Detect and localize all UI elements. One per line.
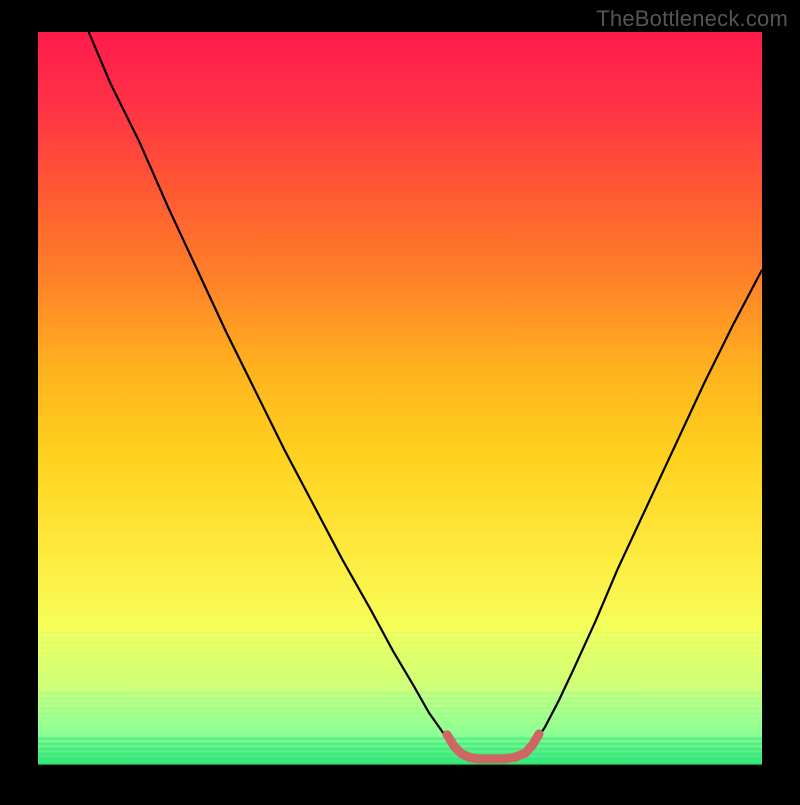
bottleneck-chart bbox=[0, 0, 800, 800]
chart-svg bbox=[0, 0, 800, 800]
plot-background bbox=[38, 32, 762, 764]
watermark-text: TheBottleneck.com bbox=[596, 6, 788, 32]
